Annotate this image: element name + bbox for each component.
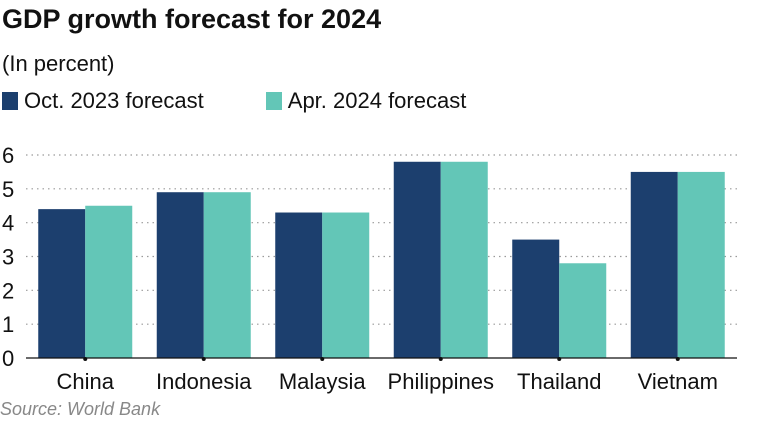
x-tick-label: Philippines: [388, 369, 494, 394]
x-tick-label: Malaysia: [279, 369, 367, 394]
legend-swatch-oct-2023: [2, 92, 18, 110]
x-tick-label: China: [57, 369, 115, 394]
bar-thailand-apr-2024: [559, 263, 607, 358]
bar-malaysia-apr-2024: [322, 212, 370, 358]
y-tick-label: 1: [2, 312, 14, 337]
x-tick-label: Indonesia: [156, 369, 252, 394]
y-tick-label: 6: [2, 143, 14, 168]
source-note: Source: World Bank: [0, 399, 161, 419]
y-tick-label: 2: [2, 278, 14, 303]
y-tick-label: 5: [2, 177, 14, 202]
bar-china-oct-2023: [38, 209, 86, 358]
bar-thailand-oct-2023: [512, 239, 560, 358]
bar-malaysia-oct-2023: [275, 212, 323, 358]
bar-indonesia-apr-2024: [203, 192, 251, 358]
chart-subtitle: (In percent): [2, 51, 115, 76]
legend: Oct. 2023 forecast Apr. 2024 forecast: [2, 88, 528, 114]
y-tick-label: 4: [2, 211, 14, 236]
bar-philippines-oct-2023: [393, 161, 441, 358]
legend-label-oct-2023: Oct. 2023 forecast: [24, 88, 204, 113]
y-tick-label: 0: [2, 346, 14, 371]
chart-title: GDP growth forecast for 2024: [2, 4, 382, 34]
bar-indonesia-oct-2023: [156, 192, 204, 358]
bar-vietnam-oct-2023: [630, 171, 678, 358]
legend-item-oct-2023: Oct. 2023 forecast: [2, 88, 204, 114]
x-tick-label: Vietnam: [638, 369, 718, 394]
legend-label-apr-2024: Apr. 2024 forecast: [287, 88, 467, 113]
bar-philippines-apr-2024: [440, 161, 488, 358]
y-tick-label: 3: [2, 245, 14, 270]
x-tick-label: Thailand: [517, 369, 601, 394]
legend-item-apr-2024: Apr. 2024 forecast: [265, 88, 467, 114]
bar-china-apr-2024: [85, 205, 133, 358]
legend-swatch-apr-2024: [265, 92, 282, 110]
bar-vietnam-apr-2024: [677, 171, 725, 358]
